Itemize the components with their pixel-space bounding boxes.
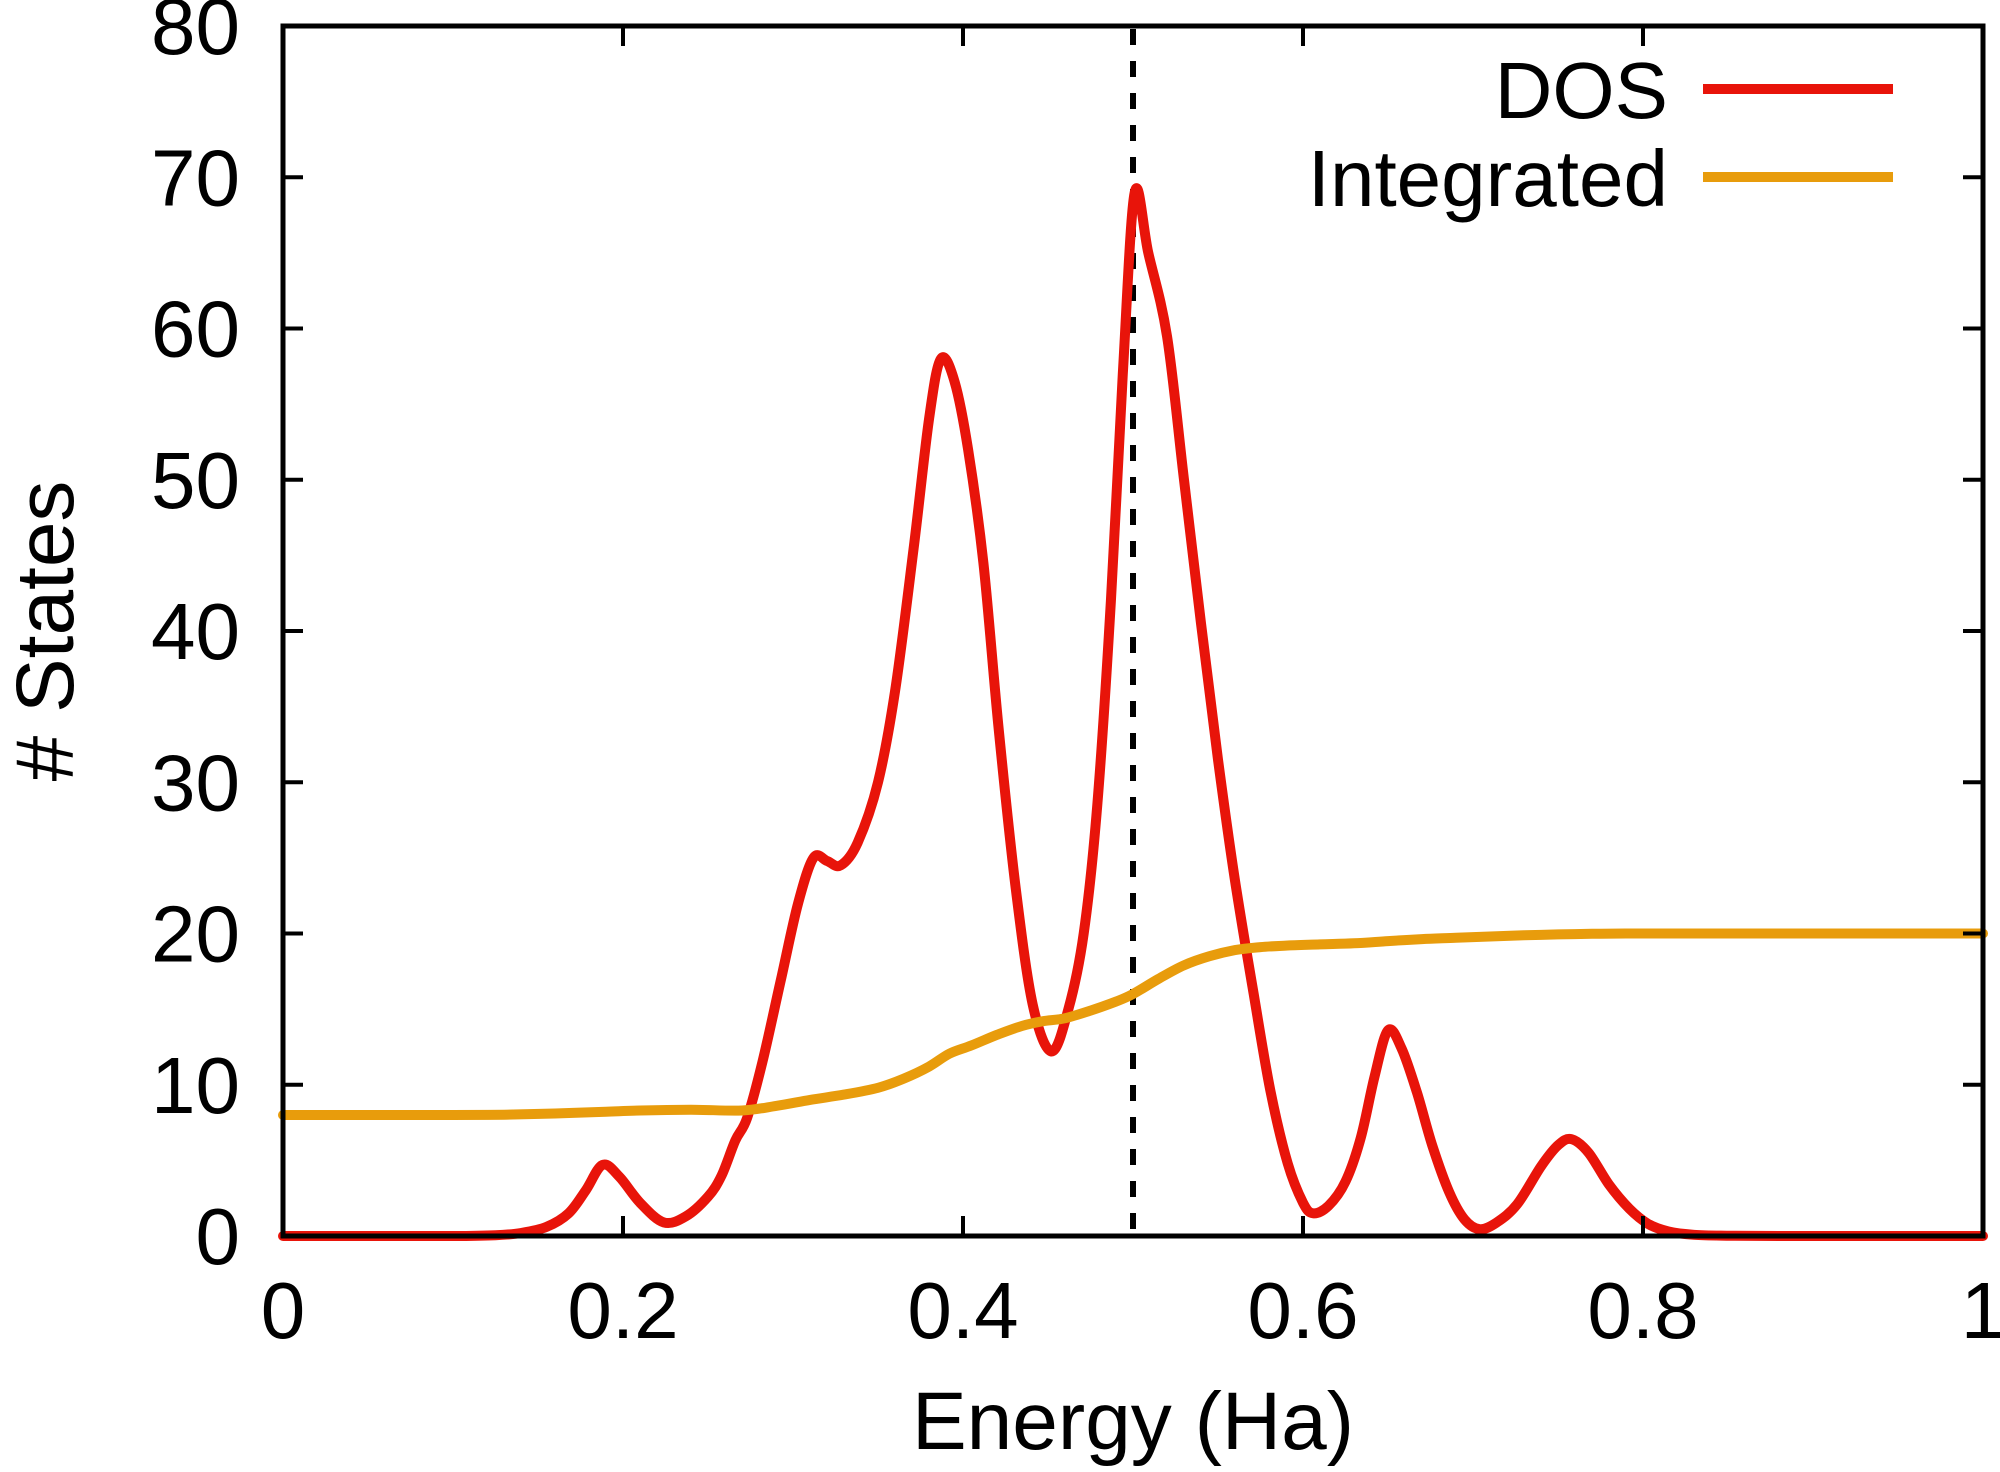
series-layer — [278, 183, 1988, 1242]
y-tick-label: 0 — [196, 1192, 241, 1281]
x-tick-label: 0.6 — [1247, 1266, 1358, 1355]
y-tick-label: 20 — [151, 890, 240, 979]
y-tick-label: 50 — [151, 436, 240, 525]
x-tick-label: 1 — [1961, 1266, 2000, 1355]
y-tick-label: 80 — [151, 0, 240, 71]
y-tick-label: 10 — [151, 1041, 240, 1130]
curve-integrated — [278, 928, 1988, 1121]
axes-frame-layer — [280, 23, 1986, 1239]
y-tick-label: 60 — [151, 285, 240, 374]
y-tick-label: 70 — [151, 133, 240, 222]
y-tick-label: 30 — [151, 738, 240, 827]
curve-dos — [278, 183, 1988, 1242]
legend-entry-integrated: Integrated — [1308, 134, 1893, 223]
legend-entry-dos: DOS — [1495, 46, 1893, 135]
y-tick-label: 40 — [151, 587, 240, 676]
legend-label: DOS — [1495, 46, 1668, 135]
y-axis-title: # States — [0, 481, 91, 782]
x-tick-label: 0.4 — [907, 1266, 1018, 1355]
x-axis-title: Energy (Ha) — [912, 1376, 1354, 1467]
legend-label: Integrated — [1308, 134, 1668, 223]
x-tick-label: 0 — [261, 1266, 306, 1355]
x-tick-label: 0.8 — [1587, 1266, 1698, 1355]
x-tick-label: 0.2 — [567, 1266, 678, 1355]
